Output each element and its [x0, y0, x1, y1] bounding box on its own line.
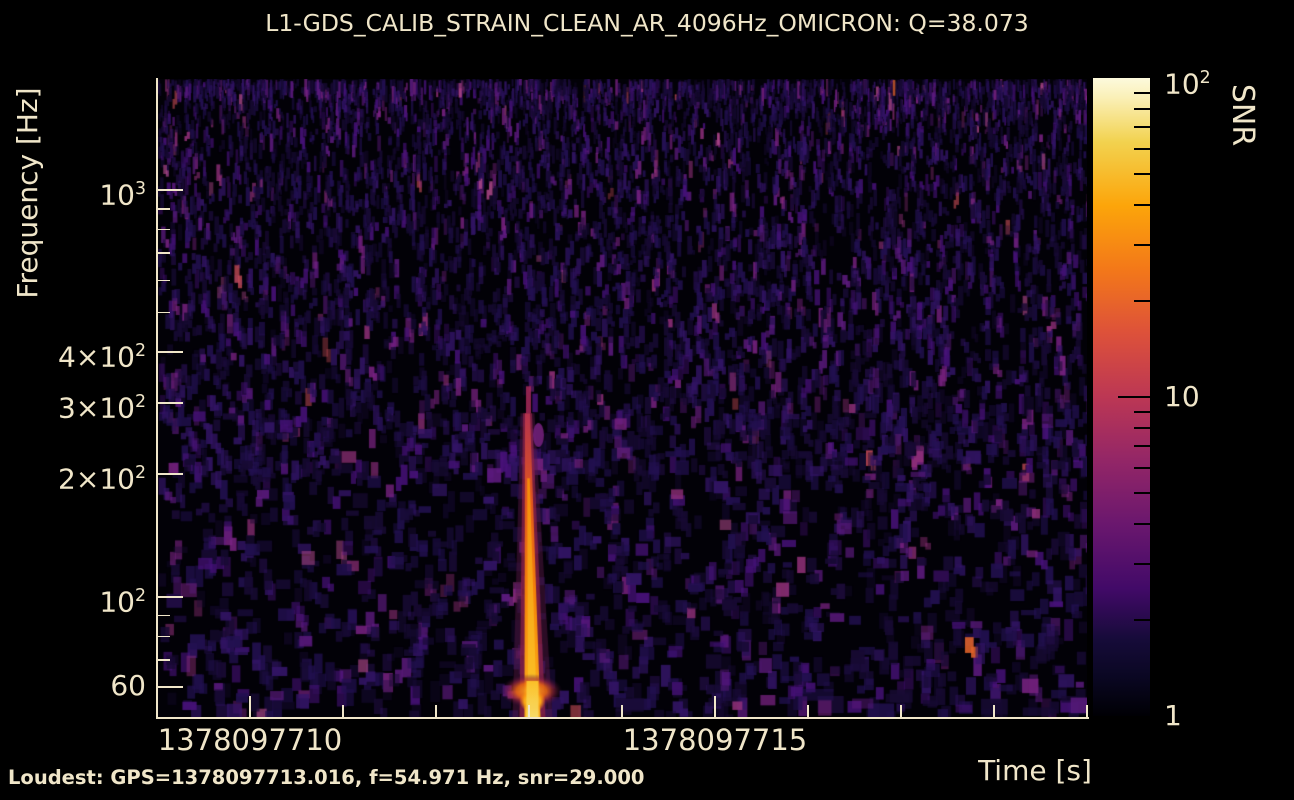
x-axis-label: Time [s] — [978, 754, 1092, 787]
colorbar-minor-tick — [1134, 466, 1150, 469]
y-axis-major-tick — [157, 686, 183, 689]
colorbar-tick-label: 10 — [1164, 380, 1200, 413]
colorbar-minor-tick — [1134, 618, 1150, 621]
y-axis-minor-tick — [157, 659, 170, 661]
y-axis-tick-label: 4×102 — [58, 340, 146, 374]
x-axis-minor-tick — [156, 705, 158, 718]
plot-title: L1-GDS_CALIB_STRAIN_CLEAN_AR_4096Hz_OMIC… — [265, 9, 1029, 37]
x-axis-major-tick — [249, 696, 251, 718]
colorbar-minor-tick — [1134, 91, 1150, 94]
y-axis-tick-label: 103 — [99, 178, 146, 212]
colorbar-minor-tick — [1134, 173, 1150, 176]
colorbar-tick-label: 102 — [1164, 67, 1211, 101]
x-axis-minor-tick — [1086, 705, 1088, 718]
y-axis-minor-tick — [157, 252, 170, 254]
colorbar-minor-tick — [1134, 299, 1150, 302]
colorbar-minor-tick — [1134, 492, 1150, 495]
y-axis-minor-tick — [157, 279, 170, 282]
colorbar-major-tick — [1118, 396, 1150, 398]
y-axis-major-tick — [157, 473, 183, 476]
x-axis-minor-tick — [528, 705, 530, 718]
spectrogram-canvas — [157, 79, 1087, 718]
colorbar-minor-tick — [1134, 107, 1150, 110]
colorbar-minor-tick — [1134, 126, 1150, 129]
colorbar-minor-tick — [1134, 522, 1150, 525]
colorbar-tick-label: 1 — [1164, 699, 1182, 732]
x-axis-major-tick — [714, 696, 716, 718]
x-axis-tick-label: 1378097715 — [622, 723, 808, 757]
colorbar-minor-tick — [1134, 445, 1150, 448]
x-axis-tick-label: 1378097710 — [157, 723, 343, 757]
y-axis-tick-label: 102 — [99, 585, 146, 619]
colorbar-minor-tick — [1134, 562, 1150, 565]
x-axis-minor-tick — [900, 705, 902, 718]
y-axis-minor-tick — [157, 228, 170, 231]
loudest-annotation: Loudest: GPS=1378097713.016, f=54.971 Hz… — [8, 766, 645, 789]
y-axis-major-tick — [157, 401, 183, 404]
y-axis-tick-label: 60 — [110, 669, 146, 703]
y-axis-major-tick — [157, 595, 183, 598]
colorbar-minor-tick — [1134, 426, 1150, 429]
y-axis-spine — [155, 78, 158, 719]
colorbar-minor-tick — [1134, 203, 1150, 206]
colorbar-minor-tick — [1134, 147, 1150, 150]
x-axis-minor-tick — [621, 705, 623, 718]
x-axis-minor-tick — [993, 705, 995, 718]
x-axis-minor-tick — [435, 705, 437, 718]
colorbar-minor-tick — [1134, 243, 1150, 246]
y-axis-major-tick — [157, 189, 183, 192]
y-axis-minor-tick — [157, 208, 170, 210]
x-axis-minor-tick — [342, 705, 344, 718]
y-axis-major-tick — [157, 351, 183, 354]
y-axis-tick-label: 2×102 — [58, 462, 146, 496]
y-axis-tick-label: 3×102 — [58, 391, 146, 425]
colorbar-minor-tick — [1134, 410, 1150, 413]
x-axis-minor-tick — [807, 705, 809, 718]
y-axis-minor-tick — [157, 311, 170, 314]
y-axis-minor-tick — [157, 635, 170, 638]
y-axis-minor-tick — [157, 614, 170, 617]
